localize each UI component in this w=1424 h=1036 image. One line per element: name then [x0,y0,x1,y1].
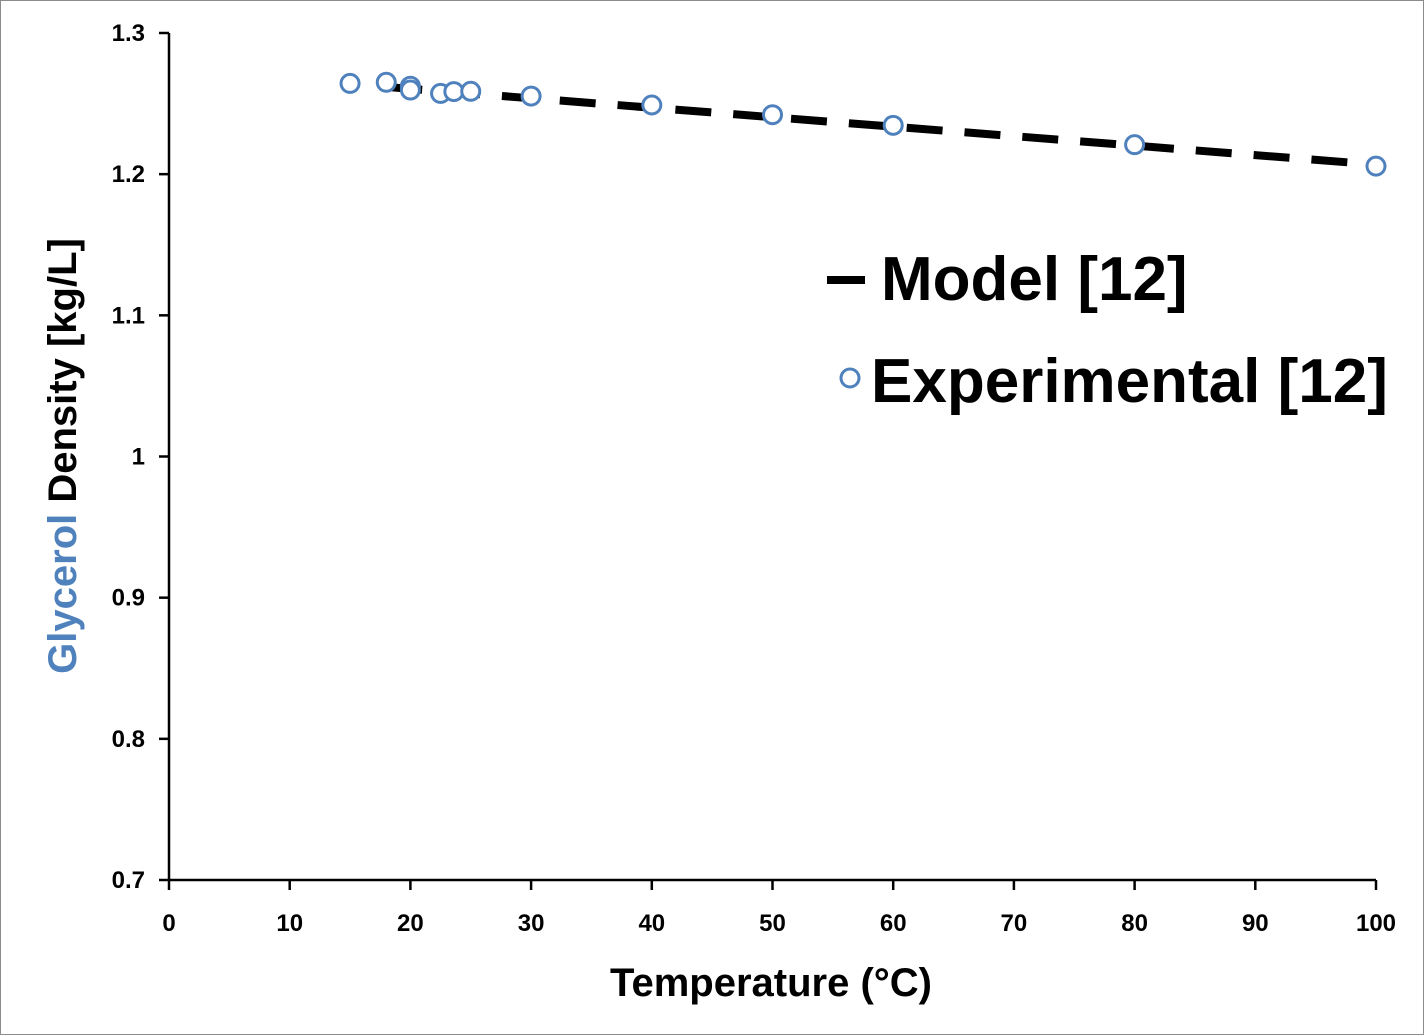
y-tick-label: 1.2 [112,161,145,188]
y-tick-label: 0.8 [112,726,145,753]
x-tick-label: 20 [397,910,424,937]
y-tick-label: 0.7 [112,867,145,894]
experimental-data-point [762,104,783,126]
experimental-data-point [1124,134,1146,156]
x-tick-label: 60 [880,910,907,937]
experimental-data-point [1365,155,1387,177]
x-tick-label: 0 [162,910,175,937]
plot-area [339,71,1387,177]
x-tick-label: 10 [276,910,303,937]
x-tick-label: 80 [1121,910,1148,937]
y-tick-label: 0.9 [112,585,145,612]
legend-model-label: Model [12] [881,245,1188,314]
experimental-data-point [399,79,421,101]
experimental-data-point [520,85,542,107]
y-axis-title-part: Density [kg/L] [41,238,85,514]
x-tick-label: 40 [638,910,665,937]
y-axis-title-part: Glycerol [41,514,85,674]
x-tick-label: 30 [518,910,545,937]
y-tick-label: 1.3 [112,20,145,47]
legend-experimental-label: Experimental [12] [871,347,1388,416]
x-axis-title: Temperature (°C) [610,961,932,1005]
y-tick-label: 1 [132,444,145,471]
y-tick-label: 1.1 [112,302,145,329]
x-tick-label: 100 [1356,910,1396,937]
x-tick-label: 50 [759,910,786,937]
y-axis-title: Glycerol Density [kg/L] [41,238,85,674]
axes: 0.7 0.8 0.9 1 1.1 1.2 1.3 0 10 20 30 40 50 60 70 80 90 10… [112,20,1396,937]
experimental-data-point [882,114,904,136]
experimental-data-point [443,81,465,103]
x-tick-label: 90 [1242,910,1269,937]
experimental-data-point [641,94,663,116]
legend: Model [12] Experimental [12] [827,245,1388,416]
model-series-line [385,82,1377,169]
experimental-data-point [339,72,361,94]
x-tick-label: 70 [1001,910,1028,937]
experimental-data-point [460,80,482,102]
experimental-data-point [375,71,397,93]
legend-experimental-swatch [839,367,861,389]
